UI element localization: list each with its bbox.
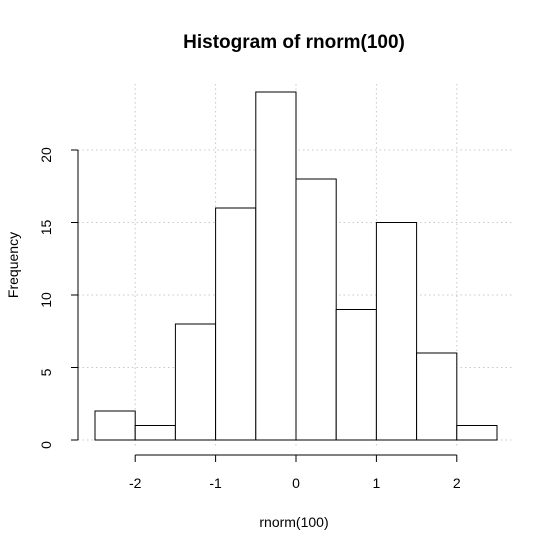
y-tick-label-4: 20: [38, 147, 54, 163]
histogram-bar-8: [416, 352, 458, 441]
x-tick-label-0: -2: [129, 475, 142, 491]
histogram-bar-1: [134, 425, 176, 441]
histogram-bar-4: [255, 91, 297, 441]
histogram-bar-3: [215, 207, 257, 441]
chart-title: Histogram of rnorm(100): [183, 32, 405, 53]
y-tick-label-3: 15: [38, 220, 54, 236]
bars-layer: [94, 91, 498, 441]
x-tick-label-1: -1: [209, 475, 222, 491]
x-axis-label: rnorm(100): [259, 514, 328, 530]
y-tick-label-2: 10: [38, 292, 54, 308]
histogram-bar-0: [94, 410, 136, 441]
histogram-bar-5: [295, 178, 337, 441]
histogram-bar-7: [375, 222, 418, 441]
histogram-bar-2: [174, 323, 217, 441]
y-tick-label-0: 0: [38, 441, 54, 449]
x-tick-label-4: 2: [453, 475, 461, 491]
y-axis-label: Frequency: [5, 232, 21, 298]
histogram-bar-9: [456, 425, 498, 441]
x-tick-label-2: 0: [292, 475, 300, 491]
x-tick-label-3: 1: [373, 475, 381, 491]
histogram-bar-6: [335, 309, 377, 441]
y-tick-label-1: 5: [38, 368, 54, 376]
